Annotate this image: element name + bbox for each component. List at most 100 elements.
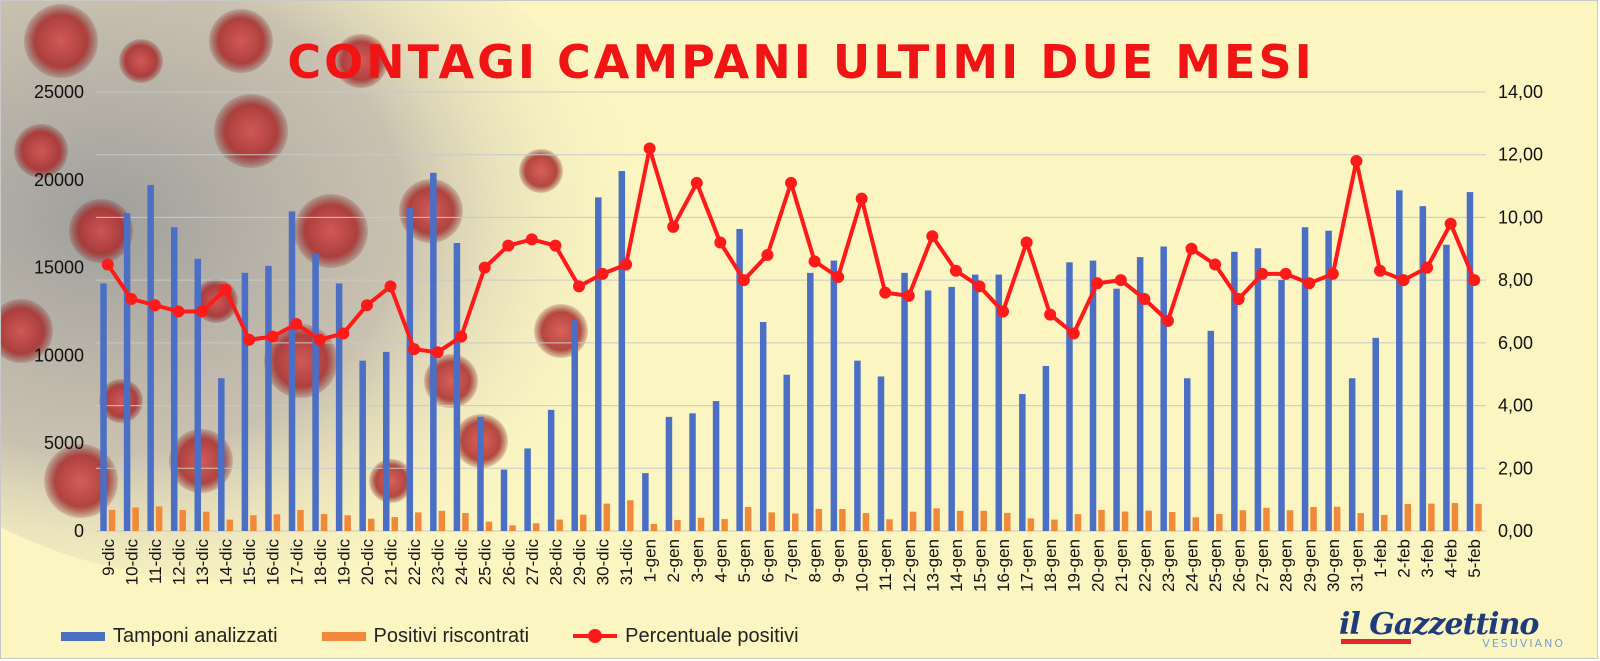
y-left-tick-label: 10000 <box>34 345 84 365</box>
x-tick-label: 26-gen <box>1230 539 1249 592</box>
bar-positivi <box>627 500 634 531</box>
bar-tamponi <box>759 322 767 531</box>
bar-positivi <box>462 513 469 531</box>
x-tick-label: 5-feb <box>1465 539 1484 578</box>
x-tick-label: 12-gen <box>900 539 919 592</box>
x-tick-label: 9-gen <box>829 539 848 582</box>
virus-spike <box>214 94 288 168</box>
point-percentuale <box>431 346 444 359</box>
x-tick-label: 12-dic <box>169 539 188 586</box>
x-tick-label: 21-dic <box>381 539 400 586</box>
bar-tamponi <box>854 360 861 531</box>
x-tick-label: 2-gen <box>664 539 683 582</box>
bar-positivi <box>886 519 893 531</box>
y-left-tick-label: 25000 <box>34 82 84 102</box>
bar-positivi <box>155 506 163 531</box>
x-tick-label: 7-gen <box>782 539 801 582</box>
x-tick-label: 4-gen <box>711 539 730 582</box>
point-percentuale <box>1421 261 1434 274</box>
point-percentuale <box>219 283 232 296</box>
point-percentuale <box>266 330 279 343</box>
point-percentuale <box>808 255 821 268</box>
y-left-tick-label: 20000 <box>34 170 84 190</box>
bar-tamponi <box>194 258 202 531</box>
x-tick-label: 27-gen <box>1253 539 1272 592</box>
point-percentuale <box>1444 217 1457 230</box>
bar-tamponi <box>1443 244 1450 531</box>
bar-tamponi <box>901 272 908 531</box>
bar-positivi <box>1168 512 1176 531</box>
point-percentuale <box>525 233 538 246</box>
bar-positivi <box>744 506 752 531</box>
y-left-tick-label: 5000 <box>44 433 84 453</box>
point-percentuale <box>337 327 350 340</box>
x-tick-label: 23-gen <box>1159 539 1178 592</box>
bar-positivi <box>391 517 398 531</box>
x-tick-label: 15-dic <box>240 539 259 586</box>
x-tick-label: 9-dic <box>99 539 118 576</box>
legend: Tamponi analizzati Positivi riscontrati … <box>61 624 843 648</box>
x-tick-label: 24-gen <box>1183 539 1202 592</box>
bar-positivi <box>367 518 375 531</box>
point-percentuale <box>172 305 185 318</box>
bar-positivi <box>839 509 846 531</box>
bar-tamponi <box>665 416 673 531</box>
bar-positivi <box>532 523 540 531</box>
bar-positivi <box>1098 509 1105 531</box>
bar-positivi <box>273 514 281 531</box>
bar-positivi <box>956 510 964 531</box>
point-percentuale <box>596 267 609 280</box>
bar-positivi <box>1051 519 1058 531</box>
bar-tamponi <box>1184 378 1191 531</box>
y-right-tick-label: 14,00 <box>1498 82 1543 102</box>
x-tick-label: 6-gen <box>758 539 777 582</box>
x-tick-label: 18-dic <box>311 539 330 586</box>
bar-positivi <box>415 512 422 531</box>
x-tick-label: 30-gen <box>1324 539 1343 592</box>
bar-tamponi <box>1231 251 1238 531</box>
point-percentuale <box>1350 154 1363 167</box>
point-percentuale <box>549 239 562 252</box>
legend-swatch-percentuale <box>573 629 618 643</box>
point-percentuale <box>101 258 114 271</box>
x-tick-label: 3-gen <box>688 539 707 582</box>
point-percentuale <box>1303 277 1316 290</box>
bar-tamponi <box>382 351 390 531</box>
x-tick-label: 29-dic <box>570 539 589 586</box>
bar-tamponi <box>359 360 366 531</box>
bar-tamponi <box>783 374 790 531</box>
point-percentuale <box>1279 267 1292 280</box>
x-tick-label: 16-dic <box>264 539 283 586</box>
bar-tamponi <box>1207 330 1215 531</box>
point-percentuale <box>1185 242 1198 255</box>
bar-tamponi <box>924 290 932 531</box>
bar-tamponi <box>1301 227 1309 531</box>
bar-tamponi <box>1396 190 1403 531</box>
x-tick-label: 31-dic <box>617 539 636 586</box>
x-tick-label: 23-dic <box>429 539 448 586</box>
bar-tamponi <box>595 197 602 532</box>
legend-label-percentuale: Percentuale positivi <box>625 624 799 647</box>
point-percentuale <box>408 343 421 356</box>
bar-positivi <box>1216 513 1223 531</box>
bar-positivi <box>1192 517 1200 531</box>
x-tick-label: 11-dic <box>146 539 165 585</box>
x-tick-label: 10-dic <box>122 539 141 586</box>
y-right-tick-label: 4,00 <box>1498 396 1533 416</box>
bar-positivi <box>1333 506 1341 531</box>
point-percentuale <box>243 333 256 346</box>
point-percentuale <box>1256 267 1269 280</box>
point-percentuale <box>455 330 468 343</box>
bar-positivi <box>1310 506 1317 531</box>
bar-positivi <box>344 515 351 531</box>
bar-tamponi <box>995 274 1003 531</box>
legend-label-positivi: Positivi riscontrati <box>373 624 530 647</box>
x-tick-label: 30-dic <box>594 539 613 586</box>
point-percentuale <box>1397 274 1410 287</box>
point-percentuale <box>832 271 845 284</box>
legend-item-tamponi: Tamponi analizzati <box>61 625 278 648</box>
y-right-tick-label: 0,00 <box>1498 521 1533 541</box>
legend-item-positivi: Positivi riscontrati <box>321 624 530 648</box>
virus-spike <box>519 149 563 193</box>
